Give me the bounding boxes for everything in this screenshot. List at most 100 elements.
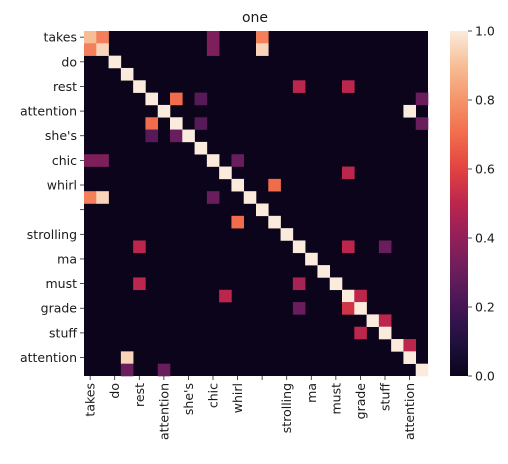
y-axis-ticks: takes do rest attention she's chic whirl stroll… bbox=[20, 30, 84, 365]
x-tick-label: do bbox=[107, 383, 122, 399]
heatmap-cell bbox=[145, 129, 159, 143]
heatmap-cell bbox=[378, 240, 392, 254]
x-tick-label: attention bbox=[402, 383, 417, 440]
heatmap-cell bbox=[170, 129, 183, 143]
heatmap-cell bbox=[84, 154, 97, 167]
colorbar-tick-label: 0.8 bbox=[475, 93, 495, 108]
heatmap-cell bbox=[120, 363, 134, 377]
y-tick-label: takes bbox=[43, 30, 77, 45]
x-tick-label: ma bbox=[304, 383, 319, 403]
heatmap-cell bbox=[96, 154, 109, 167]
y-tick-label: ma bbox=[57, 251, 77, 266]
heatmap-cell bbox=[256, 43, 269, 56]
heatmap-cell bbox=[292, 80, 306, 93]
heatmap-cell bbox=[256, 31, 269, 44]
heatmap-cell bbox=[96, 43, 109, 56]
x-tick-label: strolling bbox=[279, 383, 294, 433]
heatmap-cell bbox=[329, 277, 343, 291]
x-tick-label: grade bbox=[353, 383, 368, 420]
heatmap-cell bbox=[194, 141, 208, 155]
heatmap-cell bbox=[268, 178, 281, 192]
heatmap-cell bbox=[378, 326, 392, 340]
x-tick-label: stuff bbox=[378, 383, 393, 411]
heatmap-cell bbox=[378, 314, 392, 328]
colorbar-tick-label: 0.2 bbox=[475, 300, 495, 315]
y-tick-label: attention bbox=[20, 350, 77, 365]
x-tick-label: chic bbox=[206, 383, 221, 408]
colorbar-gradient bbox=[450, 31, 468, 376]
heatmap-cell bbox=[231, 178, 245, 192]
y-tick-label: attention bbox=[20, 104, 77, 119]
y-tick-label: stuff bbox=[49, 325, 77, 340]
heatmap-cell bbox=[120, 67, 134, 81]
heatmap-cell bbox=[268, 215, 281, 229]
x-tick-label: takes bbox=[83, 383, 98, 417]
heatmap-cell bbox=[342, 302, 355, 315]
heatmap-cell bbox=[342, 289, 355, 303]
heatmap-cell bbox=[403, 339, 417, 352]
x-tick-label: attention bbox=[156, 383, 171, 440]
heatmap-cell bbox=[96, 31, 109, 44]
y-tick-label: must bbox=[45, 276, 77, 291]
heatmap-cell bbox=[354, 289, 367, 303]
colorbar: 0.0 0.2 0.4 0.6 0.8 1.0 bbox=[450, 24, 495, 384]
colorbar-tick-label: 0.4 bbox=[475, 231, 495, 246]
heatmap-cell bbox=[96, 191, 109, 204]
heatmap-cell bbox=[231, 154, 245, 167]
heatmap-cell bbox=[145, 117, 159, 130]
y-tick-label: rest bbox=[53, 79, 77, 94]
heatmap-cell bbox=[317, 265, 331, 278]
heatmap-cell bbox=[108, 55, 122, 69]
heatmap-cell bbox=[206, 43, 220, 56]
heatmap-cell bbox=[133, 240, 146, 254]
heatmap-cell bbox=[206, 191, 220, 204]
heatmap-cell bbox=[120, 351, 134, 364]
heatmap-cell bbox=[219, 289, 232, 303]
heatmap-cell bbox=[145, 92, 159, 106]
heatmap-cell bbox=[305, 252, 318, 266]
heatmap-cell bbox=[84, 43, 97, 56]
y-tick-label: she's bbox=[45, 128, 77, 143]
heatmap-cell bbox=[157, 363, 171, 377]
heatmap-cells bbox=[84, 31, 429, 377]
colorbar-tick-label: 1.0 bbox=[475, 24, 495, 39]
heatmap-cell bbox=[280, 228, 294, 241]
heatmap-cell bbox=[84, 191, 97, 204]
heatmap-cell bbox=[342, 166, 355, 180]
heatmap-cell bbox=[354, 326, 367, 340]
heatmap-cell bbox=[133, 80, 146, 93]
x-tick-label: whirl bbox=[230, 383, 245, 413]
heatmap-cell bbox=[403, 351, 417, 364]
heatmap-cell bbox=[256, 203, 269, 217]
y-tick-label: chic bbox=[52, 153, 77, 168]
heatmap-cell bbox=[206, 154, 220, 167]
x-tick-label: rest bbox=[132, 383, 147, 407]
heatmap-cell bbox=[342, 240, 355, 254]
x-tick-label: must bbox=[328, 383, 343, 415]
chart-title: one bbox=[242, 10, 268, 26]
heatmap-cell bbox=[292, 240, 306, 254]
heatmap-cell bbox=[366, 314, 380, 328]
heatmap-cell bbox=[292, 302, 306, 315]
heatmap-cell bbox=[194, 117, 208, 130]
y-tick-label: strolling bbox=[27, 227, 77, 242]
heatmap-cell bbox=[206, 31, 220, 44]
y-tick-label: do bbox=[61, 54, 77, 69]
heatmap-cell bbox=[354, 302, 367, 315]
heatmap-cell bbox=[182, 129, 195, 143]
heatmap-cell bbox=[133, 277, 146, 291]
heatmap-cell bbox=[84, 31, 97, 44]
heatmap-cell bbox=[415, 92, 429, 106]
heatmap-cell bbox=[194, 92, 208, 106]
heatmap-cell bbox=[231, 215, 245, 229]
heatmap-cell bbox=[403, 104, 417, 118]
heatmap-cell bbox=[391, 339, 404, 352]
heatmap-cell bbox=[292, 277, 306, 291]
heatmap-cell bbox=[415, 363, 429, 377]
y-tick-label: grade bbox=[41, 301, 78, 316]
heatmap-cell bbox=[243, 191, 257, 204]
x-tick-label: she's bbox=[181, 383, 196, 415]
heatmap-cell bbox=[170, 117, 183, 130]
